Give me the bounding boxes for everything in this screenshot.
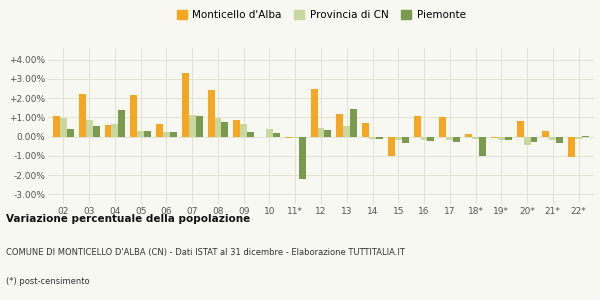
Text: (*) post-censimento: (*) post-censimento [6,278,89,286]
Text: COMUNE DI MONTICELLO D'ALBA (CN) - Dati ISTAT al 31 dicembre - Elaborazione TUTT: COMUNE DI MONTICELLO D'ALBA (CN) - Dati … [6,248,405,256]
Bar [144,131,151,137]
Bar [285,136,292,138]
Bar [556,136,563,143]
Bar [67,129,74,136]
Bar [362,123,369,136]
Bar [92,126,100,136]
Bar [221,122,229,136]
Bar [575,136,582,139]
Bar [215,118,221,136]
Bar [325,130,331,136]
Bar [292,136,299,138]
Bar [542,131,550,137]
Bar [170,132,177,136]
Bar [118,110,125,136]
Bar [53,116,60,136]
Bar [427,136,434,141]
Bar [189,116,196,136]
Bar [395,136,402,140]
Bar [196,116,203,136]
Bar [104,125,112,136]
Bar [376,136,383,140]
Bar [273,133,280,136]
Bar [247,132,254,136]
Bar [568,136,575,157]
Bar [163,132,170,136]
Bar [350,109,357,136]
Bar [266,129,273,136]
Bar [130,95,137,136]
Bar [479,136,486,156]
Bar [465,134,472,136]
Bar [208,90,215,136]
Bar [550,136,556,140]
Bar [439,117,446,136]
Bar [505,136,512,140]
Bar [156,124,163,136]
Bar [182,73,189,136]
Bar [86,120,92,136]
Bar [388,136,395,156]
Bar [472,136,479,139]
Bar [317,128,325,136]
Bar [402,136,409,143]
Bar [60,118,67,136]
Bar [446,136,453,140]
Bar [137,131,144,137]
Bar [311,89,317,136]
Bar [421,136,427,140]
Legend: Monticello d'Alba, Provincia di CN, Piemonte: Monticello d'Alba, Provincia di CN, Piem… [173,6,469,23]
Text: Variazione percentuale della popolazione: Variazione percentuale della popolazione [6,214,250,224]
Bar [240,124,247,136]
Bar [491,136,498,138]
Bar [369,136,376,139]
Bar [299,136,305,179]
Bar [337,114,343,136]
Bar [413,116,421,136]
Bar [517,121,524,136]
Bar [524,136,530,145]
Bar [530,136,538,142]
Bar [79,94,86,136]
Bar [112,124,118,136]
Bar [498,136,505,140]
Bar [233,120,240,136]
Bar [453,136,460,142]
Bar [343,126,350,136]
